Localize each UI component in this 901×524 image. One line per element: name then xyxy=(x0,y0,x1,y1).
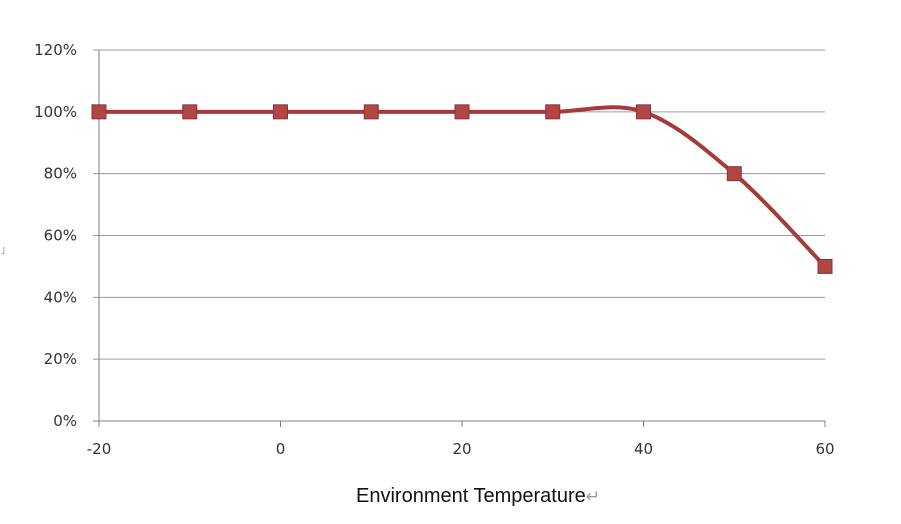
y-tick-label: 100% xyxy=(34,103,77,121)
x-axis-label-text: Environment Temperature xyxy=(356,485,586,507)
data-point-marker xyxy=(817,258,833,274)
series-line xyxy=(97,105,827,269)
y-tick-label: 60% xyxy=(44,227,77,245)
data-point-marker xyxy=(726,166,742,182)
x-tick-label: -20 xyxy=(87,440,112,458)
data-point-marker xyxy=(91,104,107,120)
y-tick-label: 40% xyxy=(44,288,77,306)
data-point-marker xyxy=(636,104,651,120)
y-tick-label: 120% xyxy=(34,41,77,59)
x-tick-label: 60 xyxy=(815,440,834,458)
x-tick-label: 40 xyxy=(634,440,653,458)
data-point-marker xyxy=(363,104,379,120)
x-axis-label: Environment Temperature↵ xyxy=(356,485,600,507)
y-axis-tick-labels: 0% 20% 40% 60% 80% 100% 120% xyxy=(34,41,77,430)
data-point-marker xyxy=(454,104,470,120)
stray-mark: ˩ xyxy=(0,244,5,257)
data-point-marker xyxy=(182,104,198,120)
y-tick-label: 80% xyxy=(44,165,77,183)
gridlines xyxy=(93,49,825,360)
paragraph-mark: ↵ xyxy=(586,487,600,506)
y-tick-label: 20% xyxy=(44,350,77,368)
x-tick-label: 0 xyxy=(276,440,286,458)
data-point-marker xyxy=(545,104,561,120)
data-point-marker xyxy=(273,104,288,120)
data-point-markers xyxy=(91,104,833,274)
x-axis-tick-labels: -20 0 20 40 60 xyxy=(87,440,835,458)
y-tick-label: 0% xyxy=(53,412,77,430)
x-tick-label: 20 xyxy=(452,440,471,458)
